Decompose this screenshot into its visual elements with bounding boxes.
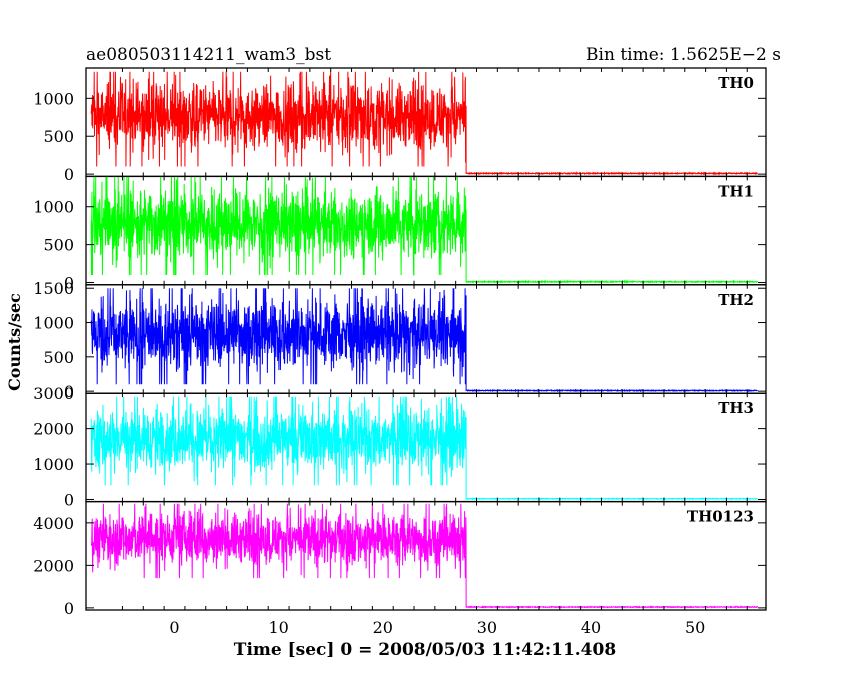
series-line-th2 (90, 288, 758, 393)
panel-label-th2: TH2 (718, 291, 754, 309)
series-line-th0 (90, 71, 758, 176)
y-tick-label: 4000 (33, 514, 74, 533)
y-tick-label: 500 (43, 127, 74, 146)
series-line-th3 (90, 396, 758, 501)
y-tick-label: 0 (64, 382, 74, 401)
series-line-th1 (90, 176, 759, 285)
panel-th0123: 0 2000 4000 TH0123 (33, 500, 767, 618)
y-tick-label: 0 (64, 165, 74, 184)
panel-th1: 0 500 1000 TH1 (33, 175, 767, 293)
y-tick-label: 500 (43, 348, 74, 367)
x-tick-label: 40 (581, 618, 601, 637)
panel-label-th3: TH3 (718, 399, 754, 417)
x-axis-label: Time [sec] 0 = 2008/05/03 11:42:11.408 (234, 640, 616, 660)
x-tick-label: 30 (477, 618, 497, 637)
bin-time-label: Bin time: 1.5625E−2 s (586, 45, 781, 65)
y-tick-label: 2000 (33, 556, 74, 575)
y-tick-label: 1000 (33, 198, 74, 217)
panel-frame (85, 500, 767, 611)
panel-label-th0123: TH0123 (687, 508, 754, 526)
panels-group: 05001000TH005001000TH1050010001500TH2010… (33, 67, 767, 637)
y-tick-label: 0 (64, 274, 74, 293)
panel-th2: 0 500 1000 1500 TH2 (33, 279, 767, 401)
y-tick-label: 1500 (33, 279, 74, 298)
x-tick-label: 0 (169, 618, 179, 637)
y-tick-label: 1000 (33, 89, 74, 108)
panel-th0: 0 500 1000 TH0 (33, 67, 767, 184)
panel-th3: 0 1000 2000 3000 TH3 (33, 384, 767, 509)
panel-label-th0: TH0 (718, 74, 754, 92)
y-tick-label: 1000 (33, 314, 74, 333)
panel-label-th1: TH1 (718, 182, 754, 200)
chart-title: ae080503114211_wam3_bst (86, 45, 331, 65)
y-axis-label: Counts/sec (5, 293, 24, 391)
x-tick-label: 10 (268, 618, 288, 637)
series-line-th0123 (90, 503, 759, 609)
y-tick-label: 500 (43, 236, 74, 255)
y-tick-label: 0 (64, 599, 74, 618)
y-tick-label: 3000 (33, 384, 74, 403)
y-tick-label: 2000 (33, 420, 74, 439)
x-tick-label: 50 (685, 618, 705, 637)
x-tick-label: 20 (373, 618, 393, 637)
y-tick-label: 1000 (33, 455, 74, 474)
y-tick-label: 0 (64, 490, 74, 509)
